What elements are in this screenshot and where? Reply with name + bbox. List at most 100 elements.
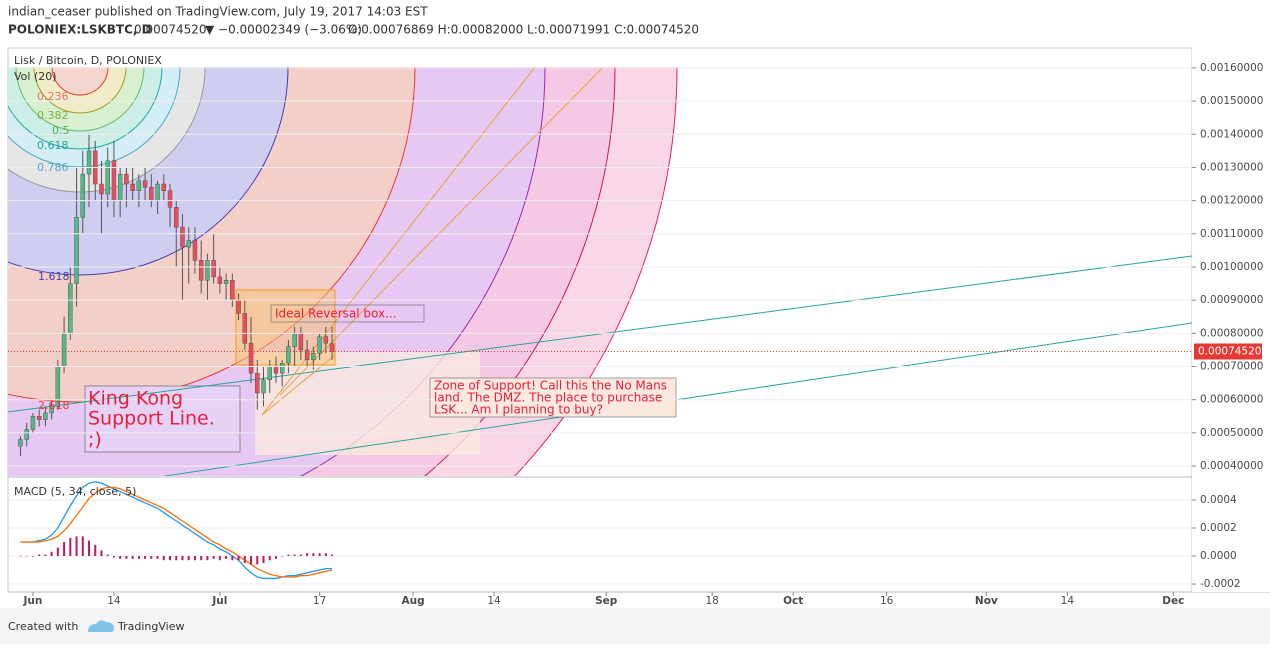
price-tag-label: 0.00074520 — [1198, 346, 1261, 358]
x-tick-label: Aug — [401, 595, 424, 607]
annotation: Zone of Support! Call this the No Mans — [434, 379, 667, 393]
macd-histogram-bar — [25, 556, 28, 557]
macd-histogram-bar — [206, 556, 209, 561]
macd-histogram-bar — [31, 556, 34, 557]
annotation: Support Line. — [88, 408, 215, 430]
candle-body — [124, 173, 129, 185]
candle-body — [311, 353, 316, 361]
macd-histogram-bar — [243, 556, 246, 564]
macd-histogram-bar — [50, 551, 53, 557]
channel-line — [261, 354, 336, 416]
candle-body — [68, 283, 73, 334]
macd-histogram-bar — [44, 554, 47, 557]
candle-body — [304, 349, 310, 361]
x-tick-label: Oct — [783, 595, 803, 607]
price-axis — [1192, 48, 1270, 592]
macd-histogram-bar — [268, 556, 271, 561]
macd-histogram-bar — [306, 553, 309, 557]
note-box — [84, 385, 241, 453]
candle-body — [43, 412, 48, 420]
y-tick-label: 0.00130000 — [1200, 161, 1263, 173]
candle-body — [36, 416, 42, 420]
fib-label: 2.618 — [38, 399, 70, 412]
fib-label: 0.382 — [37, 109, 69, 122]
ohlc: O:0.00076869 H:0.00082000 L:0.00071991 C… — [348, 23, 699, 37]
x-tick-label: 14 — [107, 595, 121, 607]
label-box — [429, 377, 677, 418]
y-tick-label: 0.00140000 — [1200, 128, 1263, 140]
x-tick-label: 18 — [705, 595, 718, 607]
y-tick-label: 0.00110000 — [1200, 228, 1263, 240]
macd-histogram-bar — [225, 556, 228, 559]
volume-label: Vol (20) — [14, 70, 57, 83]
candle-body — [223, 280, 229, 284]
annotation: King Kong — [88, 388, 183, 410]
macd-line — [20, 486, 333, 578]
y-tick-label: 0.00080000 — [1200, 327, 1263, 339]
candle-body — [186, 240, 191, 248]
candle-body — [205, 260, 210, 281]
pane-title: Lisk / Bitcoin, D, POLONIEX — [14, 54, 162, 67]
publisher: indian_ceaser published on TradingView.c… — [8, 5, 428, 19]
candle-body — [286, 346, 291, 364]
candle-body — [161, 183, 166, 191]
macd-histogram-bar — [256, 556, 259, 565]
macd-histogram-bar — [150, 556, 153, 559]
candle-body — [329, 343, 335, 352]
y-tick-label: 0.00060000 — [1200, 394, 1263, 406]
candle-body — [242, 313, 248, 344]
macd-histogram-bar — [237, 556, 240, 561]
candle-body — [261, 379, 266, 394]
macd-histogram-bar — [137, 556, 140, 559]
candle-body — [323, 336, 329, 344]
candle-body — [198, 260, 204, 281]
x-tick-label: Nov — [975, 595, 998, 607]
x-tick-label: 14 — [487, 595, 501, 607]
y-tick-label: 0.00120000 — [1200, 195, 1263, 207]
y-tick-label: 0.00090000 — [1200, 294, 1263, 306]
macd-histogram-bar — [324, 553, 327, 557]
x-tick-label: Dec — [1162, 595, 1184, 607]
candle-body — [292, 333, 297, 347]
label-box — [270, 304, 425, 323]
candle-body — [130, 183, 135, 191]
macd-histogram-bar — [262, 556, 265, 564]
annotation: Ideal Reversal box... — [275, 307, 397, 321]
macd-histogram-bar — [299, 554, 302, 557]
macd-histogram-bar — [19, 556, 22, 557]
y-tick-label: 0.00040000 — [1200, 460, 1263, 472]
y-tick-label: 0.00070000 — [1200, 361, 1263, 373]
macd-histogram-bar — [75, 536, 78, 557]
fib-label: 0.618 — [37, 139, 69, 152]
y-tick-label: 0.0002 — [1200, 522, 1237, 534]
macd-histogram-bar — [119, 556, 122, 559]
x-tick-label: 14 — [1061, 595, 1075, 607]
footer-brand: TradingView — [117, 620, 184, 633]
channel-line — [261, 67, 536, 416]
macd-histogram-bar — [88, 540, 91, 557]
tv-logo — [88, 620, 114, 632]
macd-histogram-bar — [162, 556, 165, 561]
macd-histogram-bar — [131, 556, 134, 559]
macd-histogram-bar — [193, 556, 196, 561]
footer-bar — [0, 608, 1270, 644]
macd-histogram-bar — [156, 556, 159, 559]
x-tick-label: Jun — [22, 595, 42, 607]
candle-body — [18, 439, 23, 447]
annotation: ;) — [88, 429, 102, 451]
macd-histogram-bar — [331, 554, 334, 557]
fib-label: 0.236 — [37, 90, 69, 103]
macd-histogram-bar — [187, 556, 190, 561]
candle-body — [86, 150, 92, 175]
macd-histogram-bar — [63, 542, 66, 557]
x-tick-label: 17 — [313, 595, 326, 607]
candle-body — [279, 362, 285, 374]
candles — [18, 134, 335, 457]
candle-body — [255, 372, 260, 394]
symbol: POLONIEX:LSKBTC, D — [8, 23, 152, 37]
fib-circle — [51, 67, 109, 96]
macd-histogram-bar — [250, 556, 253, 565]
candle-body — [273, 366, 279, 374]
candle-body — [211, 260, 216, 278]
candle-body — [174, 207, 179, 228]
